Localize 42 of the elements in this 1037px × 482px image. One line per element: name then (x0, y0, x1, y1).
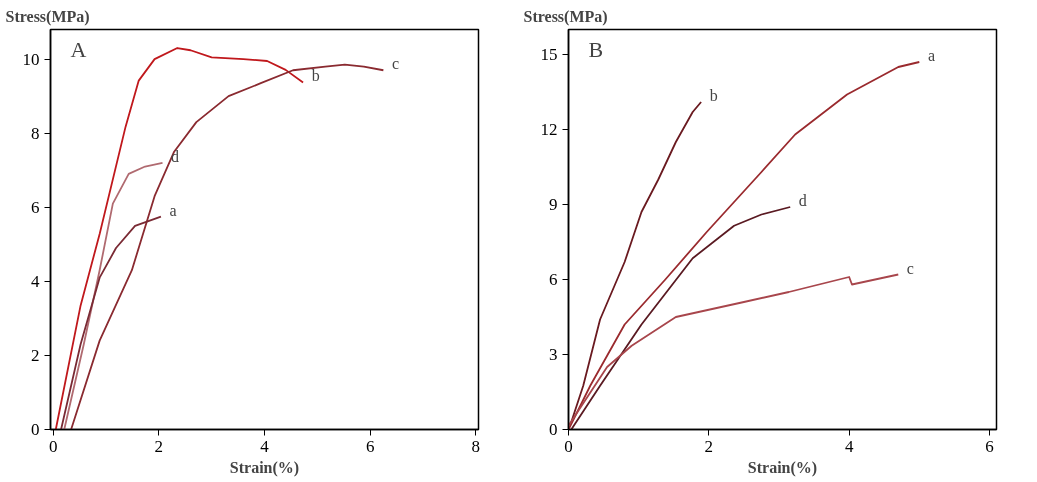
x-tick-label: 4 (844, 436, 854, 456)
series-label: a (927, 47, 935, 64)
x-tick-label: 8 (471, 436, 481, 456)
y-tick-label: 6 (31, 197, 40, 217)
y-tick-label: 12 (540, 120, 558, 139)
line-series (570, 101, 703, 423)
x-tick-label: 4 (260, 436, 270, 456)
x-tick-label: 0 (48, 436, 58, 456)
y-tick-label: 2 (31, 345, 40, 365)
y-tick-label: 0 (31, 420, 40, 439)
series-label: b (709, 87, 718, 104)
line-series (570, 206, 792, 430)
y-tick-label: 4 (31, 271, 40, 291)
line-series (568, 273, 900, 427)
series-label: a (169, 201, 177, 219)
x-tick-label: 6 (365, 436, 375, 456)
y-axis-title: Stress(MPa) (523, 7, 608, 26)
line-series (568, 61, 921, 430)
x-tick-label: 6 (985, 436, 994, 456)
line-series (60, 215, 162, 430)
y-tick-label: 15 (540, 45, 558, 64)
y-tick-label: 10 (22, 49, 40, 69)
annotation: A (70, 36, 87, 62)
series-label: c (906, 259, 914, 277)
y-axis-title: Stress(MPa) (5, 7, 90, 26)
y-tick-label: 8 (31, 123, 40, 143)
series-label: c (391, 55, 400, 73)
series-label: b (311, 67, 320, 85)
line-series (70, 63, 385, 430)
annotation: B (588, 36, 604, 62)
x-tick-label: 0 (564, 436, 573, 456)
x-axis-title: Strain(%) (747, 458, 818, 477)
x-axis-title: Strain(%) (229, 458, 300, 477)
series-label: d (171, 147, 180, 165)
y-tick-label: 3 (549, 345, 558, 364)
series-label: d (798, 192, 807, 209)
y-tick-label: 9 (549, 195, 558, 214)
y-tick-label: 6 (549, 270, 558, 289)
x-tick-label: 2 (704, 436, 714, 456)
y-tick-label: 0 (549, 420, 558, 439)
line-series (63, 161, 164, 430)
x-tick-label: 2 (154, 436, 164, 456)
